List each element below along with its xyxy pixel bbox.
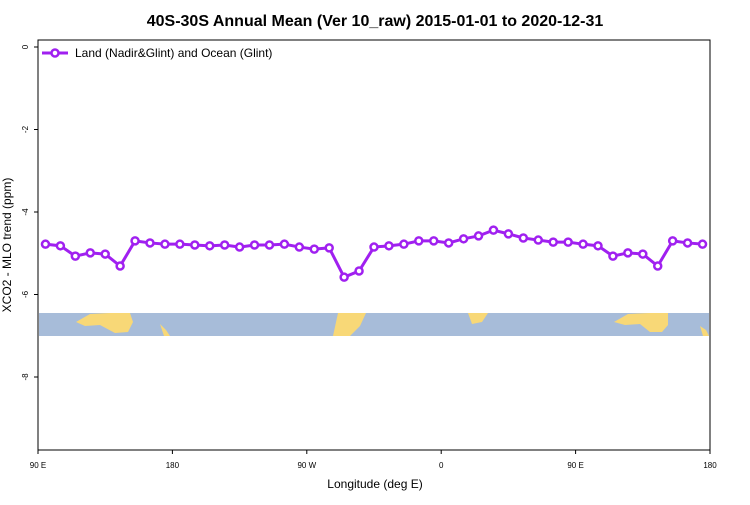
point [309,244,320,254]
y-tick-label: -4 [21,208,30,216]
point [518,233,529,243]
plot-frame [37,39,711,451]
map-band [39,313,709,336]
point [503,229,514,239]
x-tick-label: 0 [439,461,444,470]
point [190,240,200,250]
point [533,235,544,245]
point [638,249,648,259]
x-tick-label: 90 E [30,461,46,470]
y-axis-label: XCO2 - MLO trend (ppm) [0,178,14,313]
y-tick-label: -6 [21,290,30,298]
point [160,239,170,249]
point [667,236,678,246]
point [608,251,618,261]
point [115,261,125,271]
legend-label: Land (Nadir&Glint) and Ocean (Glint) [75,46,272,60]
point [249,240,260,250]
point [294,242,305,252]
x-tick-label: 90 E [567,461,583,470]
point [369,242,379,252]
point [100,249,110,259]
point [593,241,603,251]
point [85,248,96,258]
point [70,251,81,261]
point [234,242,245,252]
point [652,261,663,271]
x-tick-label: 180 [703,461,717,470]
point [578,239,588,249]
point [339,272,349,282]
point [175,239,185,249]
point [548,237,558,247]
series-line [45,228,703,280]
point [130,236,140,246]
point [324,243,334,253]
legend-marker [50,48,60,58]
point [458,234,469,244]
point [384,241,394,251]
y-tick-label: 0 [21,44,30,49]
point [563,237,573,247]
point [697,239,708,249]
point [473,231,484,241]
y-tick-label: -2 [21,125,30,133]
point [623,248,633,258]
point [414,236,424,246]
point [428,236,439,246]
point [55,241,66,251]
x-tick-label: 180 [166,461,180,470]
point [443,238,454,248]
point [399,239,409,249]
point [279,239,290,249]
point [488,225,499,235]
point [264,240,275,250]
x-tick-label: 90 W [297,461,316,470]
chart-title: 40S-30S Annual Mean (Ver 10_raw) 2015-01… [147,13,604,30]
point [219,240,230,250]
point [682,238,693,248]
point [145,238,155,248]
point [354,266,364,276]
point [204,241,215,251]
point [40,239,51,249]
y-tick-label: -8 [21,373,30,381]
x-axis-label: Longitude (deg E) [327,477,422,491]
